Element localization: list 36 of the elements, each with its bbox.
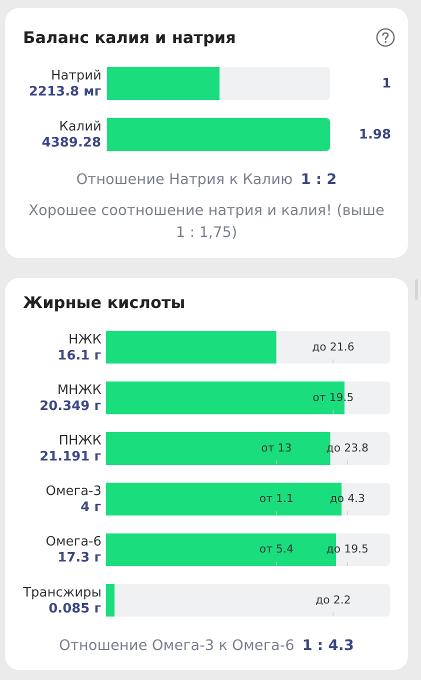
bar [106, 330, 276, 364]
bar [342, 482, 390, 516]
chart-title: Жирные кислоты [23, 292, 186, 314]
y-tick-label: Омега-6 [46, 534, 102, 550]
text: 4 г [80, 500, 102, 516]
y-tick-label: Натрий [51, 68, 102, 84]
text: Хорошее соотношение натрия и калия! (выше 1 : 1,75) [28, 202, 386, 243]
annotation: 1 : 4.3 [302, 638, 354, 654]
text: 17.3 г [58, 550, 102, 566]
y-tick-label: НЖК [68, 332, 102, 348]
chart-title: Баланс калия и натрия [23, 27, 236, 49]
y-tick-label: ПНЖК [58, 434, 102, 449]
bar [106, 482, 342, 516]
annotation: от 1.1 [259, 492, 294, 506]
text: Отношение Натрия к Калию [76, 172, 293, 188]
y-tick-label: МНЖК [57, 383, 102, 398]
text: 4389.28 [42, 136, 101, 150]
text: 16.1 г [58, 348, 102, 364]
bar [276, 330, 390, 364]
y-tick-label: Омега-3 [46, 484, 102, 500]
text: 20.349 г [40, 399, 102, 414]
text: 1 : 2 [300, 172, 337, 188]
text: 21.191 г [40, 450, 102, 465]
data-label: 1.98 [358, 128, 391, 142]
bar [106, 584, 115, 617]
annotation: от 5.4 [259, 542, 294, 556]
annotation: до 2.2 [316, 593, 351, 606]
text: 2213.8 мг [28, 84, 102, 100]
bar [114, 584, 390, 617]
text: 0.085 г [48, 601, 102, 616]
annotation: до 21.6 [312, 340, 354, 354]
annotation: Отношение Омега-3 к Омега-6 [59, 638, 294, 654]
annotation: от 13 [261, 442, 292, 455]
y-tick-label: Трансжиры [22, 585, 102, 600]
data-label: 1 [382, 76, 391, 92]
y-tick-label: Калий [59, 120, 102, 134]
